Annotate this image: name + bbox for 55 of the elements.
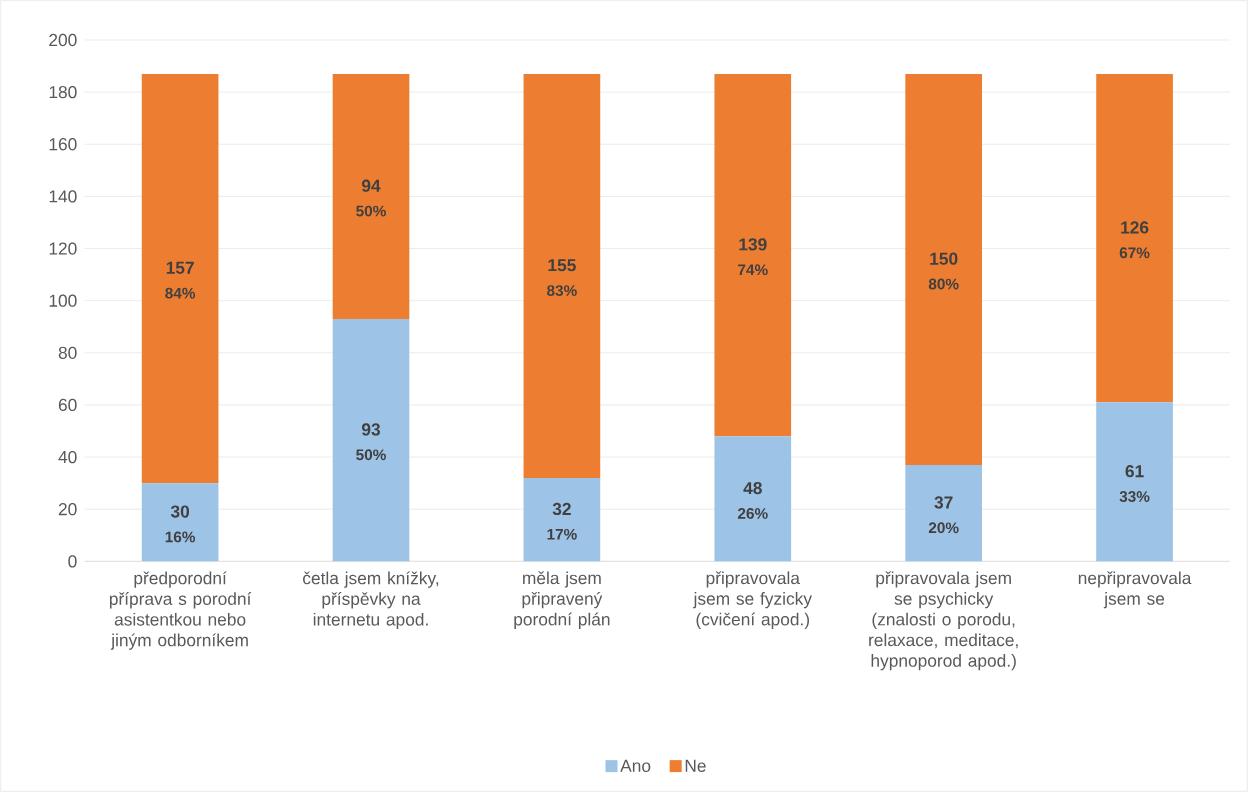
annotation: 16% — [165, 531, 196, 543]
bar — [714, 436, 792, 562]
data-label: 157 — [166, 261, 194, 274]
bar — [1096, 402, 1173, 562]
x-tick-label: připravovala jsem se fyzicky (cvičení apod.) — [693, 571, 812, 629]
data-label: 126 — [1121, 221, 1149, 234]
annotation: 74% — [738, 264, 768, 276]
x-tick-label: předporodní příprava s porodní asistentkou nebo jiným odborníkem — [109, 571, 252, 650]
bar — [905, 464, 982, 562]
bar — [141, 483, 219, 562]
bar — [523, 477, 601, 562]
data-label: 93 — [361, 423, 381, 436]
annotation: 80% — [928, 278, 959, 290]
x-tick-label: nepřipravovala jsem se — [1078, 571, 1192, 609]
data-label: 61 — [1125, 465, 1144, 478]
y-tick-label: 60 — [58, 398, 77, 412]
annotation: 50% — [356, 205, 386, 217]
y-tick-label: 40 — [58, 450, 77, 464]
data-label: 139 — [739, 238, 767, 251]
annotation: 67% — [1119, 247, 1150, 259]
annotation: 50% — [356, 449, 386, 461]
annotation: 26% — [737, 508, 768, 519]
bar — [332, 318, 410, 562]
y-tick-label: 120 — [49, 242, 77, 255]
annotation: 33% — [1119, 491, 1150, 502]
x-tick-label: měla jsem připravený porodní plán — [514, 571, 610, 629]
legend-label: Ne — [685, 759, 706, 772]
data-label: 37 — [934, 496, 953, 509]
legend-label: Ano — [620, 759, 651, 772]
y-tick-label: 140 — [49, 190, 77, 203]
annotation: 83% — [547, 285, 577, 296]
bar — [523, 73, 601, 478]
bar — [905, 73, 982, 465]
bar — [332, 73, 410, 319]
x-tick-label: připravovala jsem se psychicky (znalosti o porodu, relaxace, meditace, hypnoporod apod.) — [869, 571, 1018, 671]
annotation: 20% — [928, 522, 959, 534]
data-label: 30 — [170, 505, 190, 518]
bar — [1096, 73, 1173, 403]
data-label: 32 — [552, 502, 571, 516]
y-tick-label: 180 — [49, 85, 77, 99]
x-tick-label: četla jsem knížky, příspěvky na internetu apod. — [303, 571, 439, 630]
y-tick-label: 160 — [49, 138, 77, 151]
y-tick-label: 200 — [49, 33, 77, 47]
data-label: 155 — [548, 259, 576, 272]
y-tick-label: 100 — [49, 294, 77, 307]
y-tick-label: 0 — [68, 555, 77, 568]
y-tick-label: 80 — [58, 346, 77, 359]
y-tick-label: 20 — [58, 503, 77, 516]
data-label: 150 — [930, 252, 958, 265]
bar — [141, 73, 219, 484]
data-label: 94 — [361, 179, 381, 192]
annotation: 84% — [165, 287, 196, 299]
annotation: 17% — [547, 528, 577, 540]
bar — [714, 73, 792, 437]
data-label: 48 — [743, 481, 762, 495]
